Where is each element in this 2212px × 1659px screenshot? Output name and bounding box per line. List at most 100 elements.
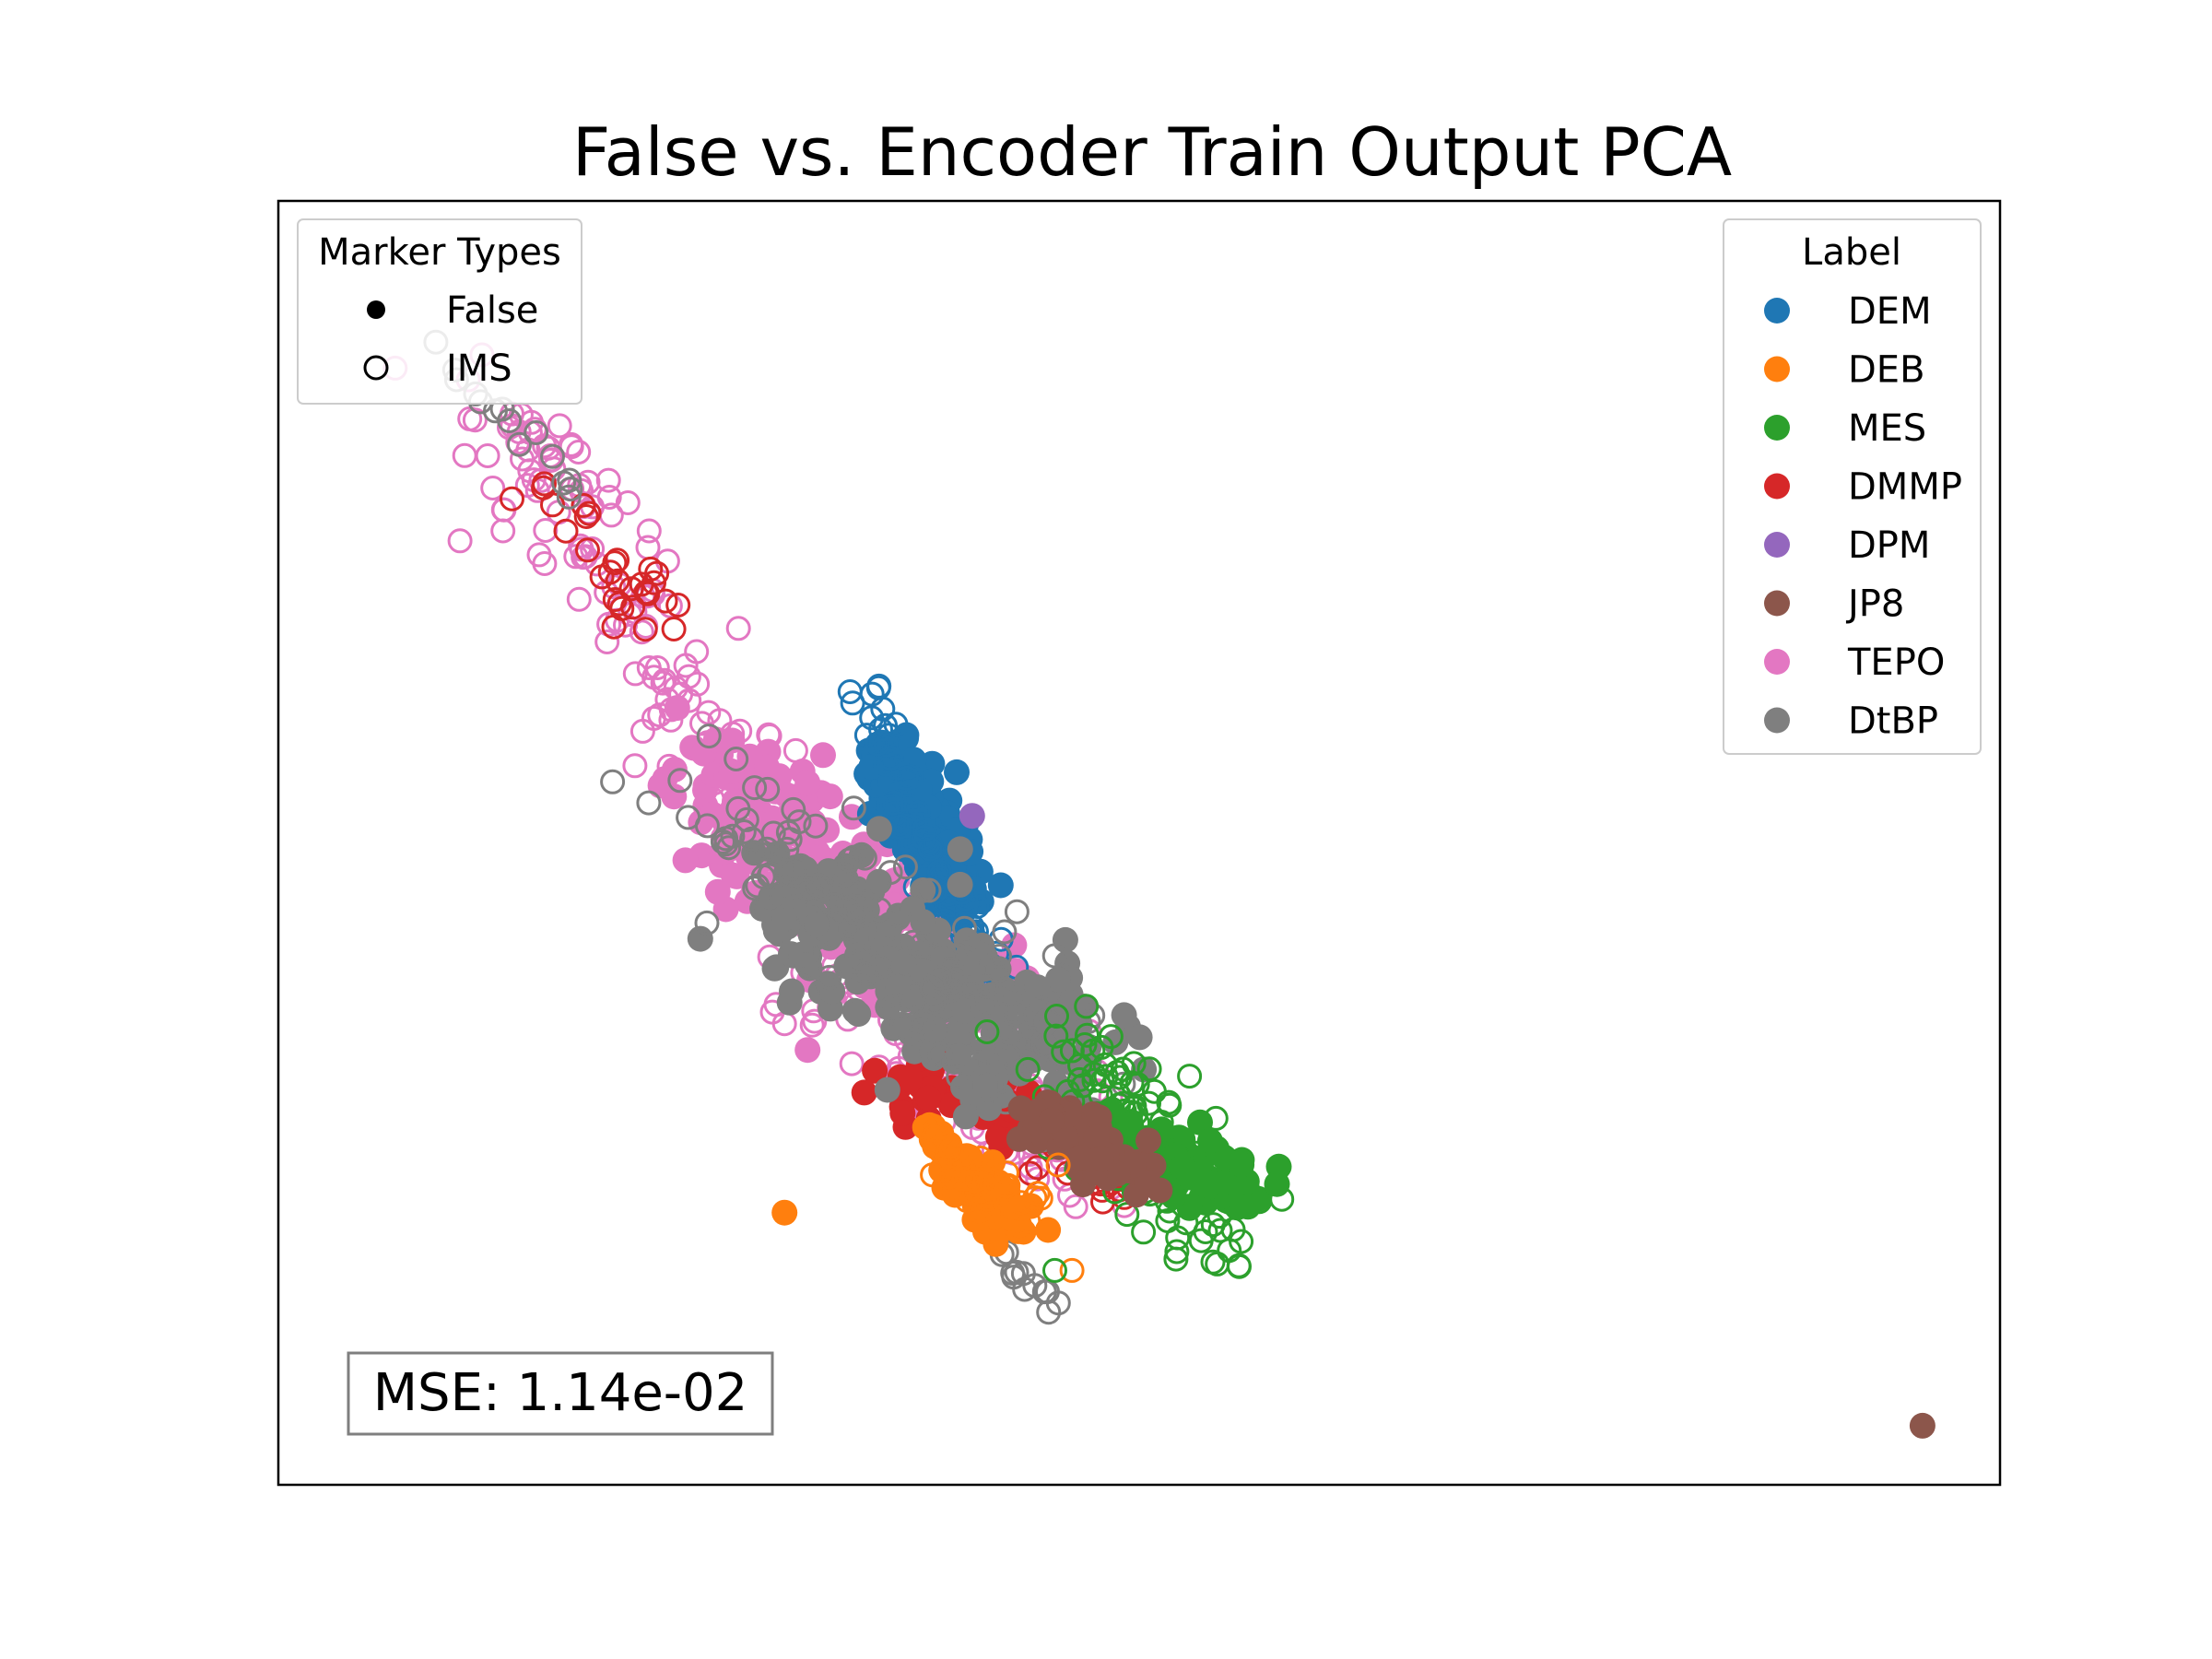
data-point-deb — [994, 1173, 1019, 1199]
data-point-mes — [1235, 1194, 1261, 1220]
marker-types-legend: Marker Types False IMS — [297, 218, 582, 405]
data-point-mes — [1210, 1170, 1237, 1196]
data-point-dmmp — [618, 576, 644, 602]
data-point-dtbp — [806, 873, 831, 899]
data-point-dtbp — [946, 1064, 971, 1089]
data-point-mes — [1110, 1056, 1135, 1082]
data-point-dem — [837, 679, 863, 704]
data-point-dtbp — [1001, 1001, 1027, 1027]
data-point-dmmp — [851, 1079, 877, 1106]
data-point-dtbp — [937, 970, 963, 995]
data-point-mes — [1217, 1238, 1242, 1264]
data-point-tepo — [635, 535, 661, 560]
data-point-dem — [877, 745, 903, 771]
legend-marker-dem — [1764, 298, 1790, 324]
data-point-dtbp — [1019, 1026, 1045, 1052]
data-point-dtbp — [965, 1050, 990, 1076]
data-point-dtbp — [713, 831, 739, 857]
data-point-tepo — [452, 442, 477, 468]
legend-label-dem: DEM — [1848, 290, 1932, 333]
data-point-dem — [873, 733, 899, 758]
legend-label-deb: DEB — [1848, 349, 1925, 392]
data-point-mes — [1131, 1219, 1157, 1245]
data-point-dem — [866, 673, 892, 699]
data-point-dmmp — [889, 1100, 916, 1126]
data-point-tepo — [721, 862, 747, 888]
data-point-dmmp — [589, 564, 615, 590]
data-point-dtbp — [930, 946, 956, 972]
legend-marker-dmmp — [1764, 473, 1790, 500]
data-point-dtbp — [694, 813, 720, 839]
data-point-tepo — [547, 413, 572, 439]
data-point-dtbp — [866, 897, 892, 923]
data-point-deb — [771, 1199, 798, 1226]
data-point-dtbp — [540, 443, 565, 469]
data-point-mes — [1051, 1039, 1077, 1065]
data-point-dmmp — [661, 617, 687, 641]
data-point-dtbp — [879, 994, 905, 1020]
legend-marker-dtbp — [1764, 707, 1790, 734]
data-point-dtbp — [1004, 899, 1030, 924]
data-point-jp8 — [1066, 1145, 1093, 1171]
data-point-dtbp — [975, 989, 1001, 1015]
data-point-dtbp — [771, 905, 797, 932]
data-point-dtbp — [926, 965, 952, 991]
data-point-tepo — [704, 878, 731, 905]
data-point-jp8 — [1038, 1107, 1065, 1134]
data-point-dem — [944, 759, 970, 785]
data-point-mes — [1059, 1038, 1085, 1064]
data-point-dtbp — [794, 876, 819, 901]
data-point-mes — [1264, 1171, 1290, 1197]
data-point-dmmp — [575, 537, 600, 563]
data-point-dtbp — [1041, 943, 1067, 969]
data-point-mes — [1229, 1151, 1255, 1178]
data-point-dtbp — [781, 796, 806, 822]
data-point-tepo — [817, 783, 843, 810]
data-point-dtbp — [636, 790, 662, 816]
data-point-deb — [962, 1168, 987, 1194]
data-point-tepo — [575, 469, 601, 495]
legend-hollow-marker — [363, 355, 389, 381]
data-point-tepo — [559, 431, 584, 457]
data-point-dtbp — [1044, 966, 1071, 993]
data-point-dtbp — [947, 836, 973, 863]
data-point-mes — [1081, 1067, 1107, 1093]
data-point-deb — [920, 1162, 946, 1188]
mse-annotation-text: MSE: 1.14e-02 — [373, 1363, 748, 1423]
data-point-dtbp — [769, 883, 794, 909]
data-point-deb — [968, 1146, 994, 1171]
data-point-dtbp — [837, 895, 863, 920]
data-point-dtbp — [844, 942, 870, 969]
data-point-mes — [1177, 1064, 1203, 1089]
data-point-dmmp — [540, 492, 565, 518]
data-point-mes — [1165, 1225, 1191, 1251]
data-point-dtbp — [942, 967, 968, 993]
plot-frame — [276, 199, 2002, 1487]
data-point-dtbp — [556, 484, 582, 510]
data-point-mes — [1196, 1127, 1223, 1154]
data-point-tepo — [594, 629, 620, 654]
data-point-jp8 — [1909, 1412, 1936, 1439]
data-point-mes — [1200, 1249, 1226, 1275]
data-point-dtbp — [524, 420, 549, 445]
data-point-deb — [974, 1186, 1000, 1212]
data-point-tepo — [754, 754, 781, 781]
data-point-dmmp — [897, 1066, 923, 1092]
data-point-dem — [987, 872, 1014, 899]
data-point-dtbp — [877, 860, 903, 886]
data-point-dtbp — [696, 724, 722, 749]
data-point-dem — [894, 765, 919, 791]
data-point-mes — [1015, 1056, 1041, 1082]
data-point-mes — [1089, 1068, 1115, 1094]
data-point-tepo — [657, 593, 683, 618]
data-point-dtbp — [739, 826, 765, 852]
data-point-dtbp — [892, 854, 918, 880]
data-point-dtbp — [845, 1001, 872, 1028]
data-point-dem — [882, 790, 908, 816]
data-point-dtbp — [1052, 926, 1078, 953]
data-point-tepo — [688, 809, 714, 836]
data-point-dem — [840, 690, 865, 716]
data-point-dtbp — [922, 989, 947, 1015]
data-point-mes — [1075, 1022, 1100, 1048]
data-point-dmmp — [632, 617, 658, 642]
